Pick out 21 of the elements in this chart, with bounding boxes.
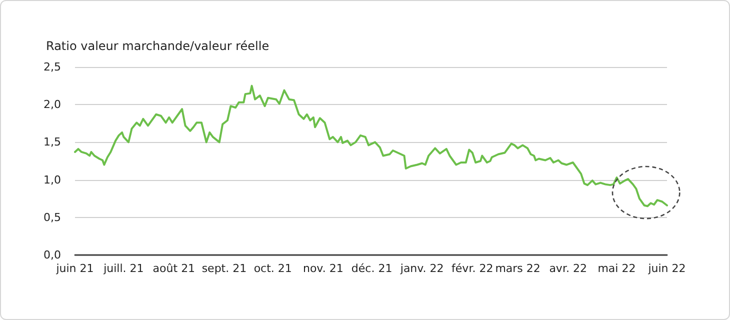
x-tick-label: nov. 21 <box>302 262 344 275</box>
x-tick-label: mars 22 <box>495 262 540 275</box>
x-tick-label: févr. 22 <box>452 262 494 275</box>
y-axis-title: Ratio valeur marchande/valeur réelle <box>46 39 270 53</box>
x-tick-label: juill. 21 <box>102 262 144 275</box>
y-tick-label: 1,5 <box>44 136 61 149</box>
y-tick-label: 0,5 <box>44 210 61 224</box>
x-tick-label: oct. 21 <box>254 262 292 275</box>
x-tick-label: janv. 22 <box>399 262 444 275</box>
x-tick-label: déc. 21 <box>351 262 392 275</box>
y-tick-label: 2,0 <box>44 98 61 112</box>
line-series <box>74 84 668 208</box>
x-tick-label: mai 22 <box>598 262 636 275</box>
y-tick-label: 1,0 <box>44 173 61 186</box>
x-tick-label: août 21 <box>152 262 196 275</box>
x-tick-label: avr. 22 <box>549 262 587 275</box>
x-tick-label: sept. 21 <box>202 262 247 275</box>
y-tick-label: 2,5 <box>44 60 61 74</box>
y-tick-label: 0,0 <box>44 248 61 262</box>
x-tick-label: juin 21 <box>55 262 94 275</box>
x-tick-label: juin 22 <box>647 262 686 275</box>
